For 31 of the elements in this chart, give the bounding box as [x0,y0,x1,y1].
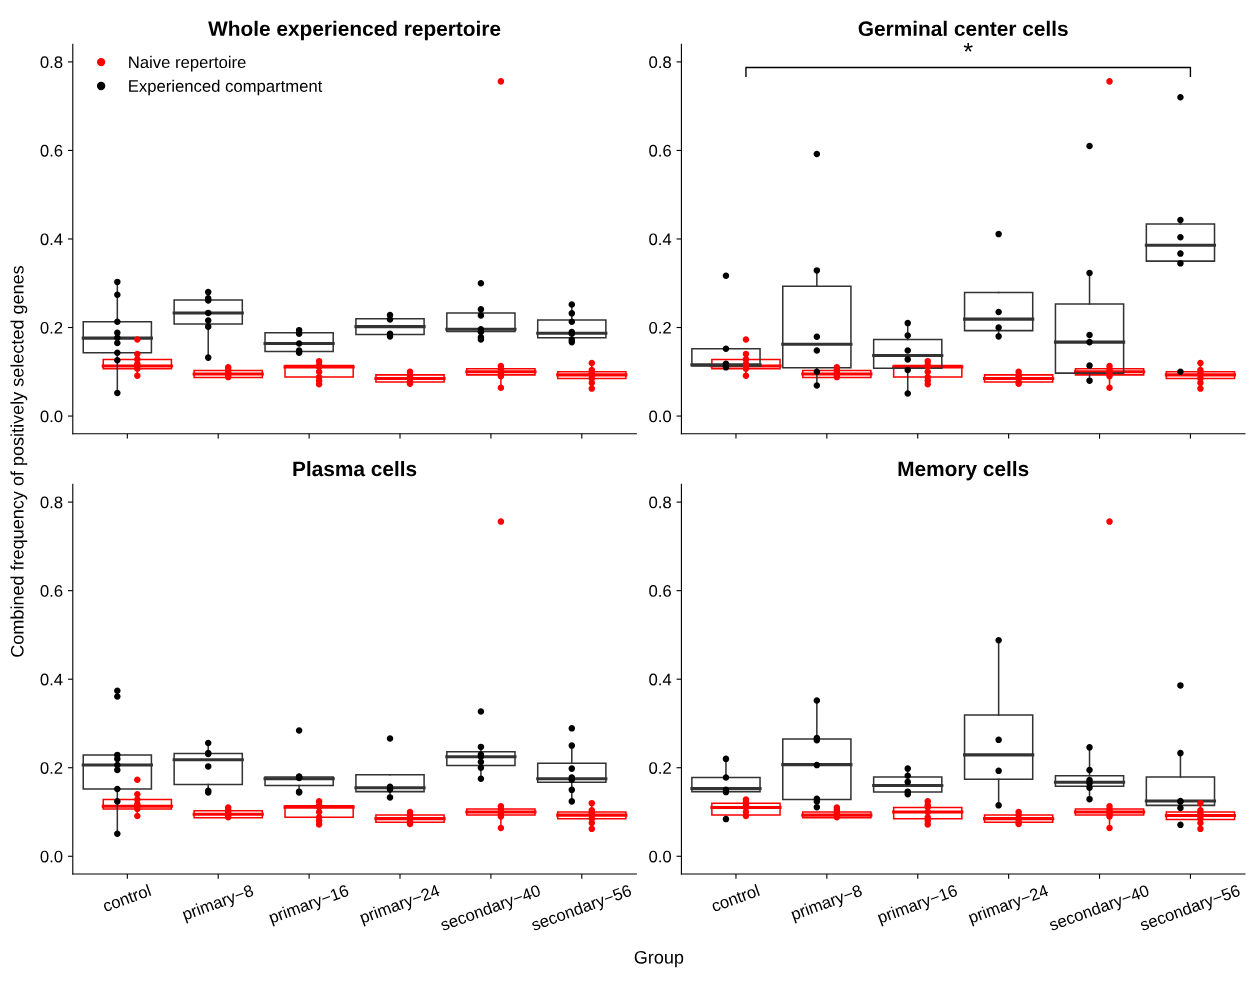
x-axis-title: Group [634,950,684,968]
annotation: * [963,42,973,52]
y-tick-label: 0.6 [649,585,671,597]
y-tick-label: 0.4 [649,673,672,686]
y-tick-label: 0.2 [649,762,671,774]
y-tick-label: 0.2 [40,762,63,774]
x-tick-label: control [101,884,152,913]
chart-title: Memory cells [898,460,1029,481]
y-tick-label: 0.0 [649,410,672,423]
y-tick-label: 0.0 [649,850,672,863]
y-tick-label: 0.4 [40,673,63,686]
chart-title: Whole experienced repertoire [208,20,501,41]
chart-title: Germinal center cells [858,20,1068,37]
y-tick-label: 0.8 [40,496,63,509]
y-tick-label: 0.8 [649,496,671,509]
y-tick-label: 0.0 [40,410,63,423]
y-tick-label: 0.8 [649,56,671,69]
y-tick-label: 0.4 [40,233,63,246]
chart-title: Plasma cells [293,460,417,477]
legend-label: Naive repertoire [129,55,246,72]
y-axis-title: Combined frequency of positively selected genes [10,265,28,657]
legend-label: Experienced compartment [129,79,323,96]
y-tick-label: 0.2 [649,321,671,334]
y-tick-label: 0.6 [40,144,63,157]
x-tick-label: control [710,884,760,913]
y-tick-label: 0.2 [40,321,63,334]
y-tick-label: 0.6 [649,144,671,157]
y-tick-label: 0.8 [40,56,63,69]
y-tick-label: 0.6 [40,585,63,597]
y-tick-label: 0.0 [40,850,63,863]
y-tick-label: 0.4 [649,233,672,246]
